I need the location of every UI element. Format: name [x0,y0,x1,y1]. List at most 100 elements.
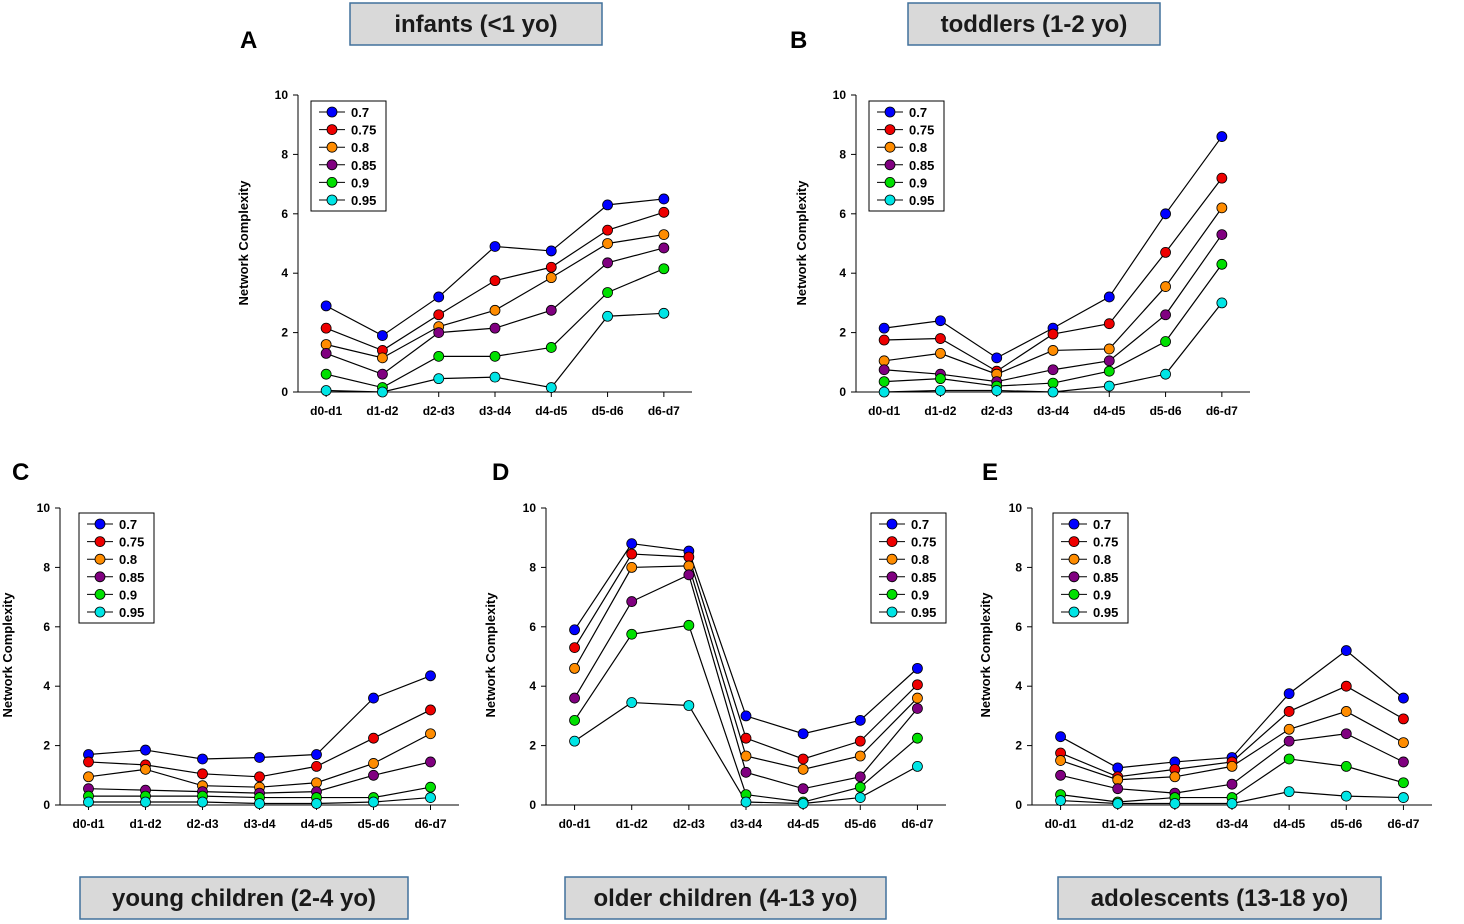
age-group-title: adolescents (13-18 yo) [1091,885,1348,912]
data-point-0.75 [545,261,557,273]
legend-marker [884,176,896,188]
data-point-0.9 [935,373,946,385]
y-tick-label: 0 [529,798,536,812]
x-tick-label: d6-d7 [648,404,680,418]
legend-label: 0.7 [119,517,137,532]
data-point-0.75 [1216,172,1228,184]
legend-label: 0.8 [909,140,927,155]
data-point-0.85 [1216,229,1228,240]
x-tick-label: d3-d4 [730,817,762,831]
legend-label: 0.7 [911,517,929,532]
x-tick-label: d2-d3 [673,817,705,831]
legend-marker [326,124,338,136]
data-point-0.75 [83,756,94,768]
data-point-0.9 [320,368,332,380]
series-line-0.85 [884,234,1223,383]
legend-marker [886,536,898,547]
x-tick-label: d3-d4 [479,404,511,418]
legend-label: 0.85 [911,570,936,585]
data-point-0.8 [602,238,613,249]
legend-marker [884,194,896,206]
data-point-0.85 [1047,364,1059,376]
legend-marker [886,518,898,530]
legend-label: 0.95 [911,605,936,620]
data-point-0.85 [569,692,580,704]
data-point-0.75 [489,275,501,287]
x-tick-label: d0-d1 [868,404,900,418]
data-point-0.75 [1047,328,1059,340]
data-point-0.8 [1226,760,1238,772]
panel-letter: B [790,27,807,54]
data-point-0.8 [1340,706,1352,717]
panel-d: older children (4-13 yo) D 0 2 4 6 8 10 d0-d1 d1-… [483,459,947,920]
data-point-0.95 [197,796,208,808]
data-point-0.8 [569,662,580,674]
data-point-0.7 [1055,731,1066,743]
y-tick-label: 8 [281,147,288,161]
data-point-0.7 [1160,208,1171,220]
series-line-0.7 [88,675,431,760]
y-axis-label: Network Complexity [794,180,809,306]
data-point-0.7 [197,753,208,765]
data-point-0.9 [433,350,445,362]
data-point-0.95 [797,798,809,809]
x-tick-label: d4-d5 [1273,817,1305,831]
data-point-0.7 [1340,645,1352,656]
data-point-0.8 [320,339,332,350]
data-point-0.75 [1340,680,1352,692]
legend-label: 0.85 [1093,570,1118,585]
panel-c: young children (2-4 yo) C 0 2 4 6 8 10 d0-d1 d1-d… [0,459,459,920]
data-point-0.95 [1103,380,1115,392]
y-tick-label: 6 [281,207,288,221]
x-tick-label: d6-d7 [901,817,933,831]
y-axis-label: Network Complexity [483,592,498,718]
data-point-0.95 [425,792,436,803]
data-point-0.7 [140,744,151,756]
data-point-0.7 [1216,131,1228,142]
data-point-0.7 [433,291,445,303]
y-tick-label: 10 [37,501,51,515]
data-point-0.75 [569,642,580,653]
data-point-0.9 [1340,760,1352,772]
panel-letter: D [492,459,509,486]
data-point-0.9 [569,714,580,726]
legend-label: 0.95 [119,605,144,620]
series-line-0.8 [326,233,664,359]
legend-marker [326,141,338,153]
legend-marker [884,124,896,136]
data-point-0.85 [658,242,670,254]
data-point-0.8 [311,777,322,789]
x-tick-label: d6-d7 [1387,817,1419,831]
data-point-0.95 [854,792,866,803]
legend-marker [326,159,338,171]
data-point-0.8 [1398,737,1409,749]
data-point-0.7 [912,662,923,674]
data-point-0.8 [368,758,379,769]
data-point-0.75 [1160,247,1171,258]
x-tick-label: d2-d3 [1159,817,1191,831]
panel-letter: E [982,459,998,486]
x-tick-label: d4-d5 [300,817,332,831]
series-line-0.7 [1060,649,1404,769]
legend-marker [886,606,898,618]
legend-marker [326,106,338,118]
data-point-0.95 [1055,795,1066,806]
data-point-0.95 [1169,798,1181,809]
y-tick-label: 8 [529,560,536,574]
data-point-0.95 [658,307,670,319]
age-group-box [564,876,887,920]
data-point-0.8 [489,304,501,316]
x-tick-label: d3-d4 [243,817,275,831]
x-tick-label: d0-d1 [310,404,342,418]
data-point-0.75 [425,704,436,716]
panel-letter: A [240,27,257,54]
data-point-0.95 [368,796,379,808]
y-tick-label: 8 [839,147,846,161]
legend-label: 0.75 [351,123,376,138]
data-point-0.9 [602,287,613,298]
data-point-0.7 [1283,688,1295,700]
data-point-0.75 [1283,706,1295,717]
data-point-0.95 [878,386,890,398]
data-point-0.95 [489,371,501,383]
